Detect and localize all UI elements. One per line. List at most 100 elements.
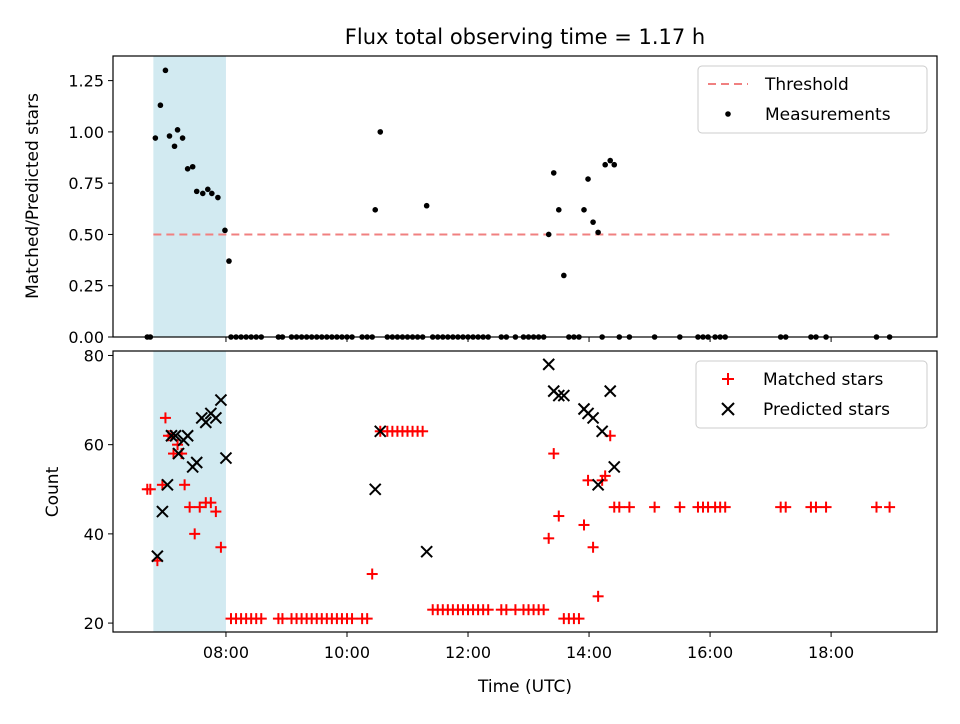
shaded-region-bottom [153,351,226,632]
count-points [141,358,896,625]
measurement-point [209,190,215,197]
ratio-axis-ticks: 0.00 0.25 0.50 0.75 1.00 1.25 [68,72,832,347]
measurement-point [226,258,232,264]
matched-star-mark [205,497,217,509]
y-tick-label: 0.00 [68,328,104,347]
matched-star-mark [780,501,792,513]
measurement-point [377,129,384,135]
matched-star-mark [417,425,429,437]
matched-star-mark [215,541,227,553]
matched-star-mark [210,506,222,518]
matched-star-mark [592,590,604,602]
count-panel: 20 40 60 80 08:00 10:00 12:00 14:00 16:00 18:00 C… [43,346,938,697]
matched-star-mark [649,501,661,513]
legend-measurement-swatch [725,111,731,117]
measurement-point [193,188,200,195]
measurement-point [607,157,614,164]
legend-bottom: Matched stars Predicted stars [695,360,928,429]
matched-star-mark [553,510,565,522]
measurement-point [184,166,191,172]
y-tick-label: 0.75 [68,174,104,193]
measurement-point [152,135,159,141]
ratio-panel: 0.00 0.25 0.50 0.75 1.00 1.25 Matched/Predict… [23,55,938,347]
shaded-region-top [153,56,226,337]
predicted-star-mark [181,429,194,442]
predicted-star-mark [172,447,185,460]
matched-star-mark [159,412,171,424]
x-axis-label: Time (UTC) [477,677,572,697]
measurement-point [179,135,186,141]
matched-star-mark [870,501,882,513]
matched-star-mark [810,501,822,513]
matched-star-mark [582,474,594,486]
measurement-point [166,133,173,139]
measurement-point [205,186,211,193]
matched-star-mark [884,501,896,513]
x-tick-label: 16:00 [687,643,733,662]
y-tick-label: 80 [84,346,104,365]
x-tick-label: 18:00 [808,643,854,662]
matched-star-mark [573,613,585,625]
y-tick-label: 40 [84,525,104,544]
matched-star-mark [820,501,832,513]
y-tick-label: 1.25 [68,72,104,91]
measurement-point [602,161,608,168]
predicted-star-mark [214,393,228,407]
measurement-point [590,219,596,225]
measurement-point [222,227,228,234]
measurement-point [561,272,567,279]
measurement-point [199,190,206,197]
matched-star-mark [623,501,635,513]
matched-star-mark [366,568,378,580]
matched-star-mark [538,604,550,616]
ratio-panel-frame [112,55,938,338]
x-tick-label: 12:00 [445,643,491,662]
x-tick-label: 14:00 [566,643,612,662]
matched-star-mark [674,501,686,513]
legend-threshold-label: Threshold [764,75,849,95]
predicted-star-mark [542,358,555,371]
legend-predicted-label: Predicted stars [763,400,890,420]
matched-star-mark [587,541,599,553]
y-tick-label: 0.50 [68,225,104,244]
matched-star-mark [599,470,611,482]
predicted-star-mark [165,429,178,442]
y-tick-label: 60 [84,436,104,455]
predicted-star-mark [199,416,212,429]
measurement-point [162,67,169,74]
legend-top: Threshold Measurements [697,65,928,134]
measurement-point [555,207,562,213]
predicted-star-mark [219,451,233,465]
measurement-point [157,102,164,109]
y-tick-label: 20 [84,614,104,633]
measurement-point [581,207,587,213]
matched-star-mark [172,439,184,451]
y-tick-label: 1.00 [68,123,104,142]
predicted-star-mark [169,429,182,442]
matched-star-mark [482,604,494,616]
predicted-star-mark [161,478,174,492]
matched-star-mark [194,501,206,513]
measurement-point [545,231,552,238]
predicted-star-mark [608,460,621,474]
measurement-point [423,202,430,209]
ratio-y-axis-label: Matched/Predicted stars [23,93,43,299]
matched-star-mark [578,519,590,531]
legend-measurement-label: Measurements [765,105,891,125]
predicted-star-mark [586,411,600,425]
predicted-star-mark [595,425,609,438]
x-tick-label: 08:00 [203,643,249,662]
predicted-star-mark [420,545,433,558]
predicted-star-mark [209,411,223,425]
predicted-star-mark [604,384,617,398]
y-tick-label: 0.25 [68,277,104,296]
legend-matched-label: Matched stars [763,370,883,390]
predicted-star-mark [557,389,571,402]
measurement-point [189,163,196,170]
matched-star-mark [613,501,625,513]
predicted-star-mark [369,483,382,496]
matched-star-mark [255,613,267,625]
measurement-point [595,229,601,236]
count-axis-ticks: 20 40 60 80 08:00 10:00 12:00 14:00 16:00 18:00 [84,346,855,662]
